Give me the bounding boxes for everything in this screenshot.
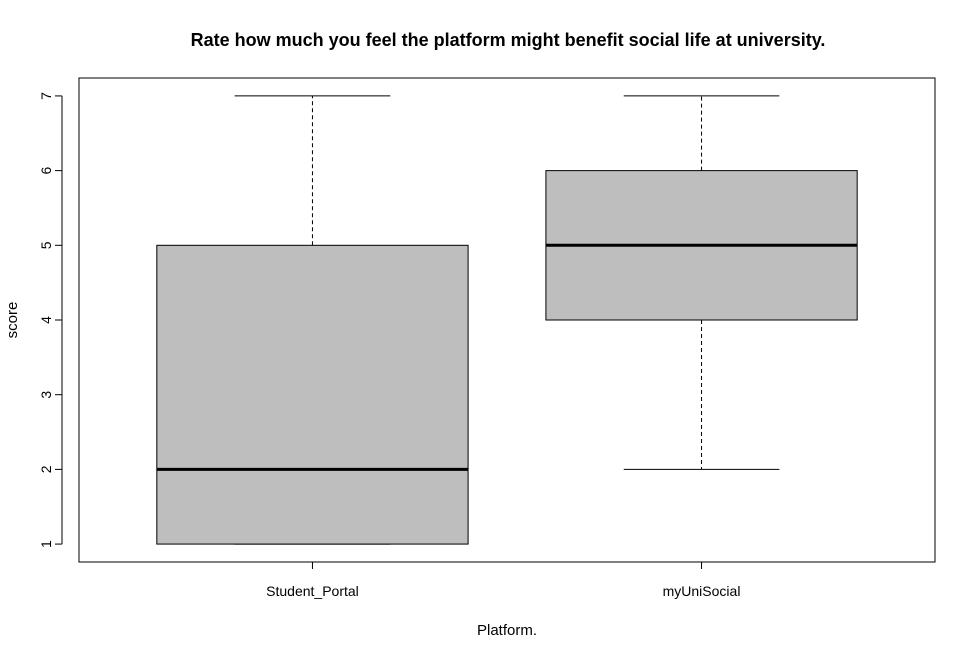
- x-tick-label: myUniSocial: [663, 583, 741, 599]
- y-tick-label: 1: [38, 540, 54, 548]
- y-tick-label: 6: [38, 167, 54, 175]
- x-axis: Student_Portal myUniSocial: [266, 561, 741, 599]
- chart-title: Rate how much you feel the platform migh…: [191, 30, 826, 50]
- box-group: [156, 95, 858, 545]
- y-tick-label: 5: [38, 241, 54, 249]
- x-tick-label: Student_Portal: [266, 583, 359, 599]
- x-axis-label: Platform.: [477, 622, 537, 639]
- y-tick-label: 7: [38, 92, 54, 100]
- y-tick-label: 4: [38, 316, 54, 324]
- y-axis: 1 2 3 4 5 6 7: [38, 92, 63, 548]
- y-axis-label: score: [4, 302, 21, 339]
- y-tick-label: 2: [38, 465, 54, 473]
- box-Student_Portal: [156, 244, 469, 545]
- y-tick-label: 3: [38, 391, 54, 399]
